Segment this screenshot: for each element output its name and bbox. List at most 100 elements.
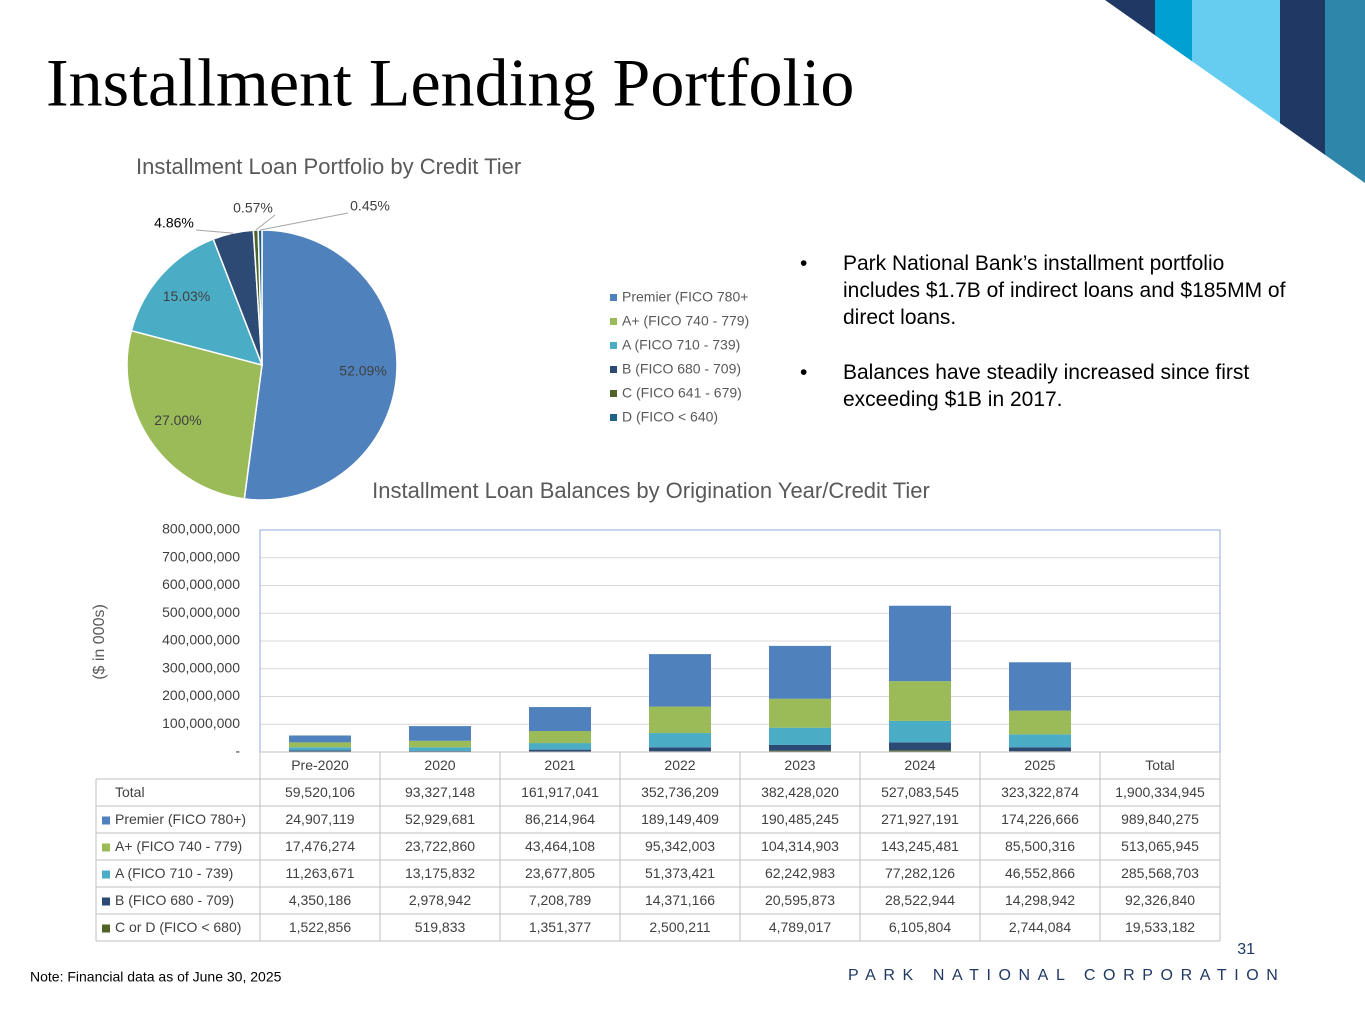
bar-segment <box>409 747 471 752</box>
leader-line <box>195 229 234 234</box>
pie-slice <box>126 329 263 500</box>
row-label: Total <box>115 784 145 800</box>
slide-title: Installment Lending Portfolio <box>46 45 854 121</box>
table-header: Total <box>1145 757 1175 773</box>
table-cell: 1,351,377 <box>529 919 591 935</box>
x-tick-label: 2022 <box>664 757 695 773</box>
x-tick-label: 2021 <box>544 757 575 773</box>
legend-swatch <box>610 342 617 349</box>
table-cell: 52,929,681 <box>405 811 475 827</box>
bar-segment <box>889 742 951 751</box>
bar-segment <box>889 720 951 743</box>
table-cell: 14,371,166 <box>645 892 715 908</box>
legend-swatch <box>102 897 110 906</box>
bar-segment <box>1009 662 1071 711</box>
legend-label: Premier (FICO 780+ <box>622 289 748 305</box>
legend-label: A+ (FICO 740 - 779) <box>622 313 749 329</box>
table-cell: 17,476,274 <box>285 838 355 854</box>
legend-swatch <box>102 843 110 852</box>
y-tick-label: 300,000,000 <box>162 659 240 675</box>
leader-line <box>255 214 276 231</box>
bar-title: Installment Loan Balances by Origination… <box>372 478 930 503</box>
x-tick-label: 2025 <box>1024 757 1055 773</box>
table-cell: 174,226,666 <box>1001 811 1079 827</box>
y-tick-label: 600,000,000 <box>162 576 240 592</box>
legend-swatch <box>610 390 617 397</box>
legend-label: C (FICO 641 - 679) <box>622 385 742 401</box>
bar-segment <box>289 747 351 751</box>
table-cell: 161,917,041 <box>521 784 599 800</box>
pie-label: 15.03% <box>163 288 210 304</box>
bar-segment <box>289 735 351 743</box>
row-label: A (FICO 710 - 739) <box>115 865 233 881</box>
table-cell: 6,105,804 <box>889 919 951 935</box>
legend-swatch <box>610 294 617 301</box>
table-cell: 46,552,866 <box>1005 865 1075 881</box>
table-cell: 14,298,942 <box>1005 892 1075 908</box>
table-cell: 1,522,856 <box>289 919 351 935</box>
bar-segment <box>769 750 831 752</box>
table-cell: 190,485,245 <box>761 811 839 827</box>
leader-line <box>259 212 349 231</box>
table-cell: 104,314,903 <box>761 838 839 854</box>
bar-segment <box>649 654 711 707</box>
y-tick-label: 400,000,000 <box>162 632 240 648</box>
row-label: B (FICO 680 - 709) <box>115 892 234 908</box>
bar-segment <box>289 742 351 748</box>
pie-slice <box>243 229 398 501</box>
bar-segment <box>769 645 831 699</box>
table-cell: 95,342,003 <box>645 838 715 854</box>
table-cell: 527,083,545 <box>881 784 959 800</box>
bar-segment <box>889 681 951 721</box>
bar-segment <box>529 707 591 731</box>
x-tick-label: 2020 <box>424 757 455 773</box>
table-cell: 2,500,211 <box>649 919 710 935</box>
table-cell: 77,282,126 <box>885 865 955 881</box>
bar-segment <box>529 749 591 752</box>
table-cell: 989,840,275 <box>1121 811 1199 827</box>
table-cell: 323,322,874 <box>1001 784 1079 800</box>
table-cell: 59,520,106 <box>285 784 355 800</box>
note: Note: Financial data as of June 30, 2025 <box>30 969 282 985</box>
table-cell: 143,245,481 <box>881 838 959 854</box>
bullet: Park National Bank’s installment portfol… <box>800 250 1300 331</box>
bar-segment <box>649 733 711 748</box>
table-cell: 513,065,945 <box>1121 838 1199 854</box>
bar-segment <box>529 743 591 750</box>
bar-segment <box>649 706 711 734</box>
table-cell: 1,900,334,945 <box>1115 784 1205 800</box>
table-cell: 13,175,832 <box>405 865 475 881</box>
bullet-list: Park National Bank’s installment portfol… <box>800 250 1300 441</box>
bar-segment <box>529 730 591 744</box>
bar-segment <box>889 750 951 752</box>
pie-label: 27.00% <box>154 412 201 428</box>
bar-segment <box>889 605 951 682</box>
table-cell: 51,373,421 <box>645 865 715 881</box>
table-cell: 271,927,191 <box>881 811 959 827</box>
table-cell: 20,595,873 <box>765 892 835 908</box>
bar-segment <box>769 744 831 751</box>
y-tick-label: - <box>235 743 240 759</box>
table-cell: 92,326,840 <box>1125 892 1195 908</box>
bar-segment <box>649 747 711 752</box>
pie-label: 0.45% <box>350 198 390 214</box>
table-cell: 23,677,805 <box>525 865 595 881</box>
pie-label: 4.86% <box>154 215 194 231</box>
legend-swatch <box>102 924 110 933</box>
legend-swatch <box>610 414 617 421</box>
legend-swatch <box>102 870 110 879</box>
table-cell: 2,744,084 <box>1009 919 1071 935</box>
pie-label: 0.57% <box>233 200 273 216</box>
table-cell: 86,214,964 <box>525 811 595 827</box>
bar-segment <box>769 698 831 728</box>
table-cell: 28,522,944 <box>885 892 955 908</box>
table-cell: 189,149,409 <box>641 811 719 827</box>
legend-label: A (FICO 710 - 739) <box>622 337 740 353</box>
table-cell: 43,464,108 <box>525 838 595 854</box>
page-number: 31 <box>1237 941 1255 958</box>
table-cell: 23,722,860 <box>405 838 475 854</box>
footer: PARK NATIONAL CORPORATION <box>848 967 1285 984</box>
bar-segment <box>409 726 471 741</box>
